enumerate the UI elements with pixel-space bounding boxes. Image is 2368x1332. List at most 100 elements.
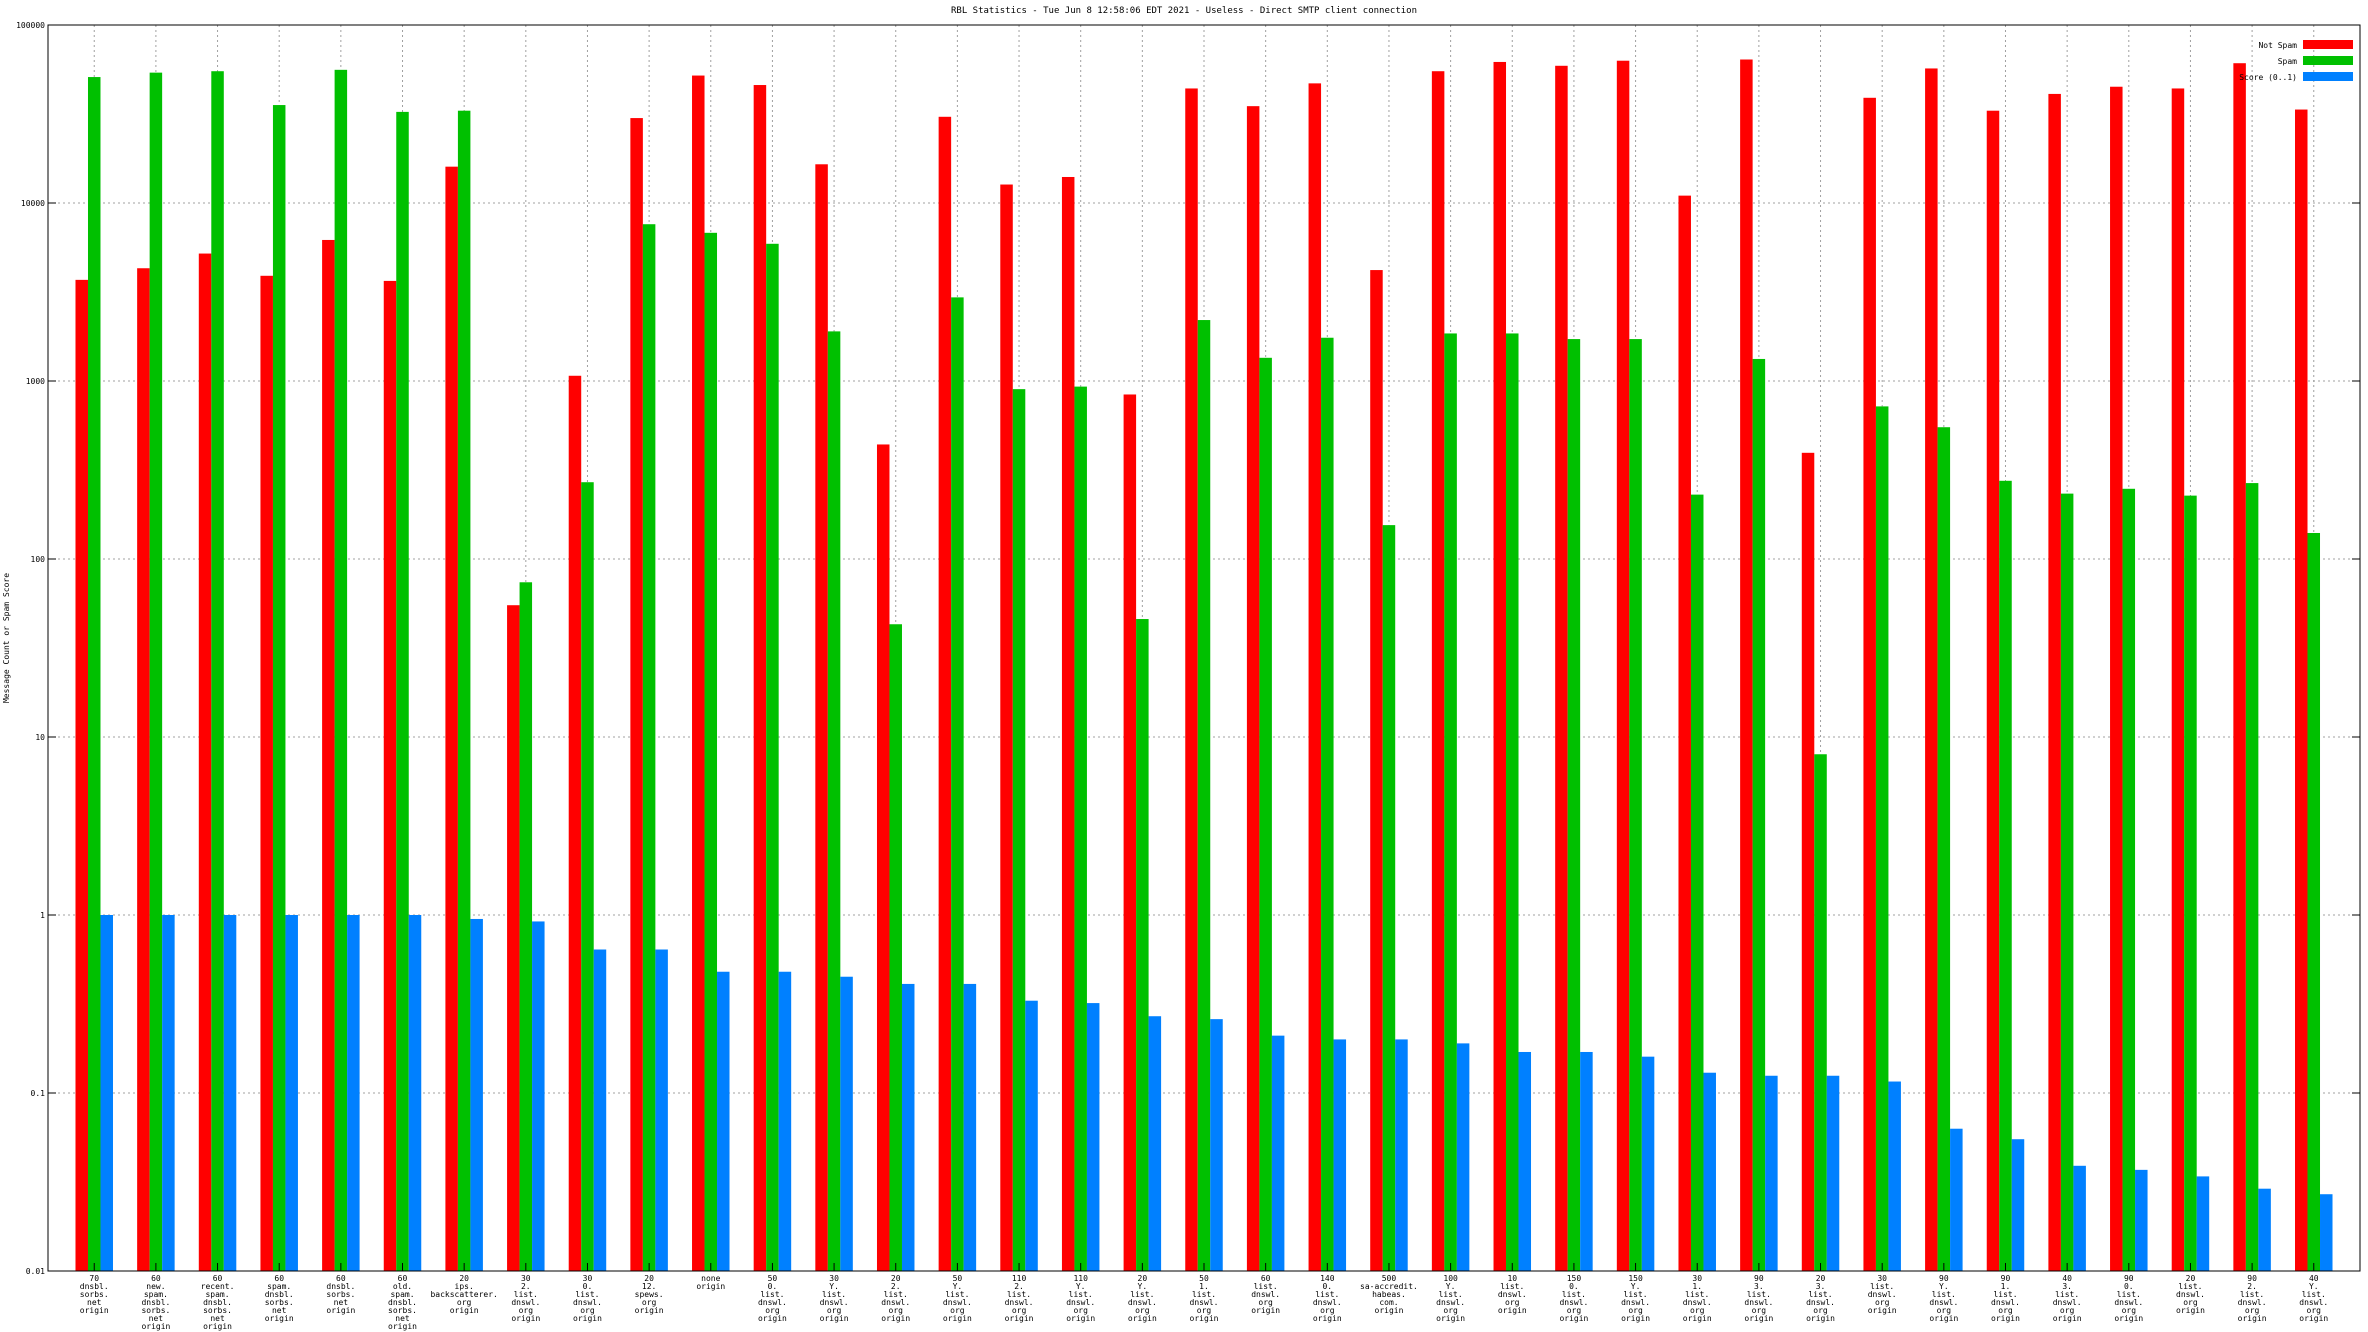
legend: Not Spam Spam Score (0..1) [2239,40,2353,82]
x-tick-label: 150 [1567,1274,1582,1283]
x-tick-label: 90 [1939,1274,1949,1283]
x-tick-label: org [1690,1306,1705,1315]
x-tick-label: list. [884,1290,908,1299]
x-tick-label: 3. [2062,1282,2072,1291]
x-tick-label: Y. [1631,1282,1641,1291]
legend-swatch [2303,40,2353,49]
bar-not-spam [1863,97,1876,1271]
x-tick-label: org [580,1306,595,1315]
x-tick-label: 20 [1138,1274,1148,1283]
bar-not-spam [322,239,335,1271]
bar-spam [1629,339,1642,1271]
bar-not-spam [2048,93,2061,1272]
x-tick-label: origin [388,1322,417,1331]
bar-score-0-1 [1025,1000,1038,1271]
x-tick-label: 1. [1199,1282,1209,1291]
x-tick-label: dnswl. [1683,1298,1712,1307]
x-tick-label: net [395,1314,410,1323]
x-tick-label: org [950,1306,965,1315]
x-tick-label: origin [326,1306,355,1315]
bar-score-0-1 [1641,1056,1655,1271]
bar-spam [1937,427,1951,1271]
x-tick-label: net [149,1314,164,1323]
bar-score-0-1 [1888,1081,1901,1271]
bar-not-spam [876,444,890,1271]
bar-score-0-1 [840,976,853,1271]
x-tick-label: list. [1747,1290,1771,1299]
x-tick-label: 20 [1816,1274,1826,1283]
bar-spam [2307,532,2321,1271]
x-tick-label: list. [1808,1290,1832,1299]
x-tick-label: 3. [1754,1282,1764,1291]
bar-not-spam [815,164,828,1272]
bar-spam [1690,494,1704,1272]
x-tick-label: list. [1254,1282,1278,1291]
x-tick-label: origin [1128,1314,1157,1323]
x-tick-label: 140 [1320,1274,1335,1283]
x-tick-label: 60 [336,1274,346,1283]
x-tick-label: 20 [2186,1274,2196,1283]
x-tick-label: dnswl. [1559,1298,1588,1307]
x-tick-label: 30 [583,1274,593,1283]
x-tick-label: origin [635,1306,664,1315]
x-tick-label: spam. [390,1290,414,1299]
x-tick-label: 40 [2062,1274,2072,1283]
x-tick-label: Y. [829,1282,839,1291]
x-tick-label: origin [1621,1314,1650,1323]
x-tick-label: 2. [521,1282,531,1291]
x-tick-label: 90 [2124,1274,2134,1283]
x-tick-label: org [889,1306,904,1315]
x-tick-label: org [1505,1298,1520,1307]
bar-spam [1259,357,1272,1271]
x-tick-label: org [1752,1306,1767,1315]
x-tick-label: 60 [151,1274,161,1283]
bar-spam [581,482,594,1271]
bar-score-0-1 [1210,1019,1223,1271]
bar-score-0-1 [2196,1176,2210,1271]
bar-score-0-1 [1086,1003,1100,1271]
bar-not-spam [383,280,397,1271]
x-tick-label: origin [1375,1306,1404,1315]
y-axis-label: Message Count or Spam Score [2,573,11,703]
y-tick-label: 100 [31,555,46,564]
x-tick-label: dnsbl. [203,1298,232,1307]
x-tick-label: 40 [2309,1274,2319,1283]
x-tick-label: 90 [2247,1274,2257,1283]
x-tick-label: origin [1436,1314,1465,1323]
x-tick-label: list. [2117,1290,2141,1299]
bar-score-0-1 [717,971,730,1271]
y-ticks: 0.01 0.1 1 10 100 1000 10000 100000 [16,21,2360,1276]
bar-score-0-1 [223,915,237,1271]
x-tick-label: dnswl. [943,1298,972,1307]
x-tick-label: dnswl. [1005,1298,1034,1307]
x-tick-label: dnswl. [2114,1298,2143,1307]
x-tick-label: list. [1562,1290,1586,1299]
bar-score-0-1 [2073,1165,2086,1271]
x-tick-label: 0. [768,1282,778,1291]
bar-not-spam [1000,184,1013,1271]
y-tick-label: 1 [40,911,45,920]
x-tick-label: none [701,1274,720,1283]
bar-score-0-1 [100,915,113,1271]
x-tick-label: dnswl. [2176,1290,2205,1299]
x-tick-label: dnswl. [1929,1298,1958,1307]
bar-spam [1074,386,1087,1271]
x-tick-label: sorbs. [141,1306,170,1315]
bar-score-0-1 [408,915,422,1271]
x-tick-label: dnswl. [573,1298,602,1307]
x-tick-label: 90 [2001,1274,2011,1283]
x-tick-label: 10 [1507,1274,1517,1283]
x-tick-label: backscatterer. [430,1290,497,1299]
bar-spam [1875,406,1889,1272]
x-tick-label: sorbs. [326,1290,355,1299]
x-tick-label: 3. [1816,1282,1826,1291]
bar-not-spam [1185,88,1198,1271]
x-tick-label: origin [2238,1314,2267,1323]
bar-not-spam [1061,176,1075,1271]
bar-score-0-1 [2011,1139,2025,1271]
bar-not-spam [2233,63,2246,1271]
x-tick-label: habeas. [1372,1290,1406,1299]
bar-not-spam [445,166,458,1272]
bar-spam [1197,320,1211,1271]
bar-spam [1506,333,1519,1271]
